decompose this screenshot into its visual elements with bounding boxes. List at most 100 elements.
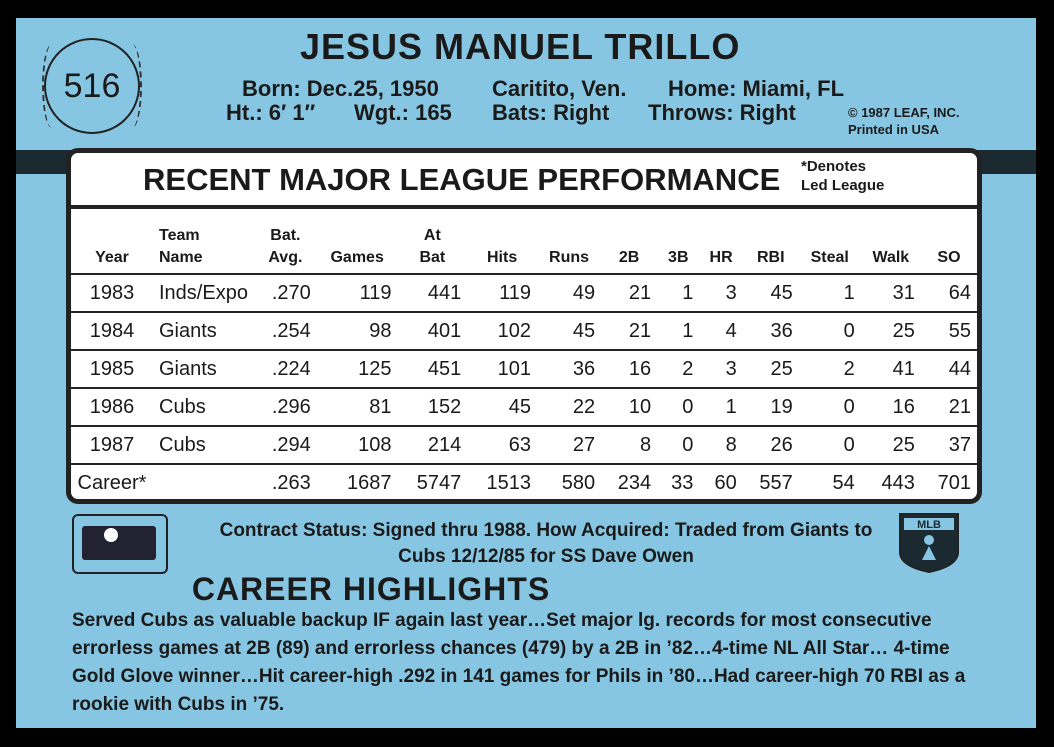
weight: Wgt.: 165 <box>354 100 452 125</box>
stats-cell: 119 <box>467 274 537 313</box>
note-line-2: Led League <box>801 177 885 194</box>
stats-cell: 49 <box>536 274 602 313</box>
stats-row: 1987 Cubs .294 108 214 63 27 8 0 8 26 0 25 37 <box>71 426 977 465</box>
stats-cell: 36 <box>742 312 799 351</box>
stats-cell: 108 <box>316 426 398 465</box>
stats-cell: 401 <box>397 312 468 351</box>
stats-cell: 16 <box>860 388 921 427</box>
header-cell: 2B <box>601 209 658 275</box>
header-cell: Hits <box>467 209 537 275</box>
header-cell-line: Runs <box>549 249 590 266</box>
stats-cell: 5747 <box>416 471 462 494</box>
stats-cell: 3 <box>699 350 743 389</box>
header-cell-line: 2B <box>618 249 640 266</box>
header-cell: Steal <box>798 209 861 275</box>
header-cell-line: Name <box>159 249 203 266</box>
stats-cell: 1 <box>699 388 743 427</box>
header-cell: Walk <box>860 209 921 275</box>
home: Home: Miami, FL <box>668 76 845 101</box>
performance-table-box: RECENT MAJOR LEAGUE PERFORMANCE *Denotes… <box>66 148 982 504</box>
header-cell: RBI <box>742 209 799 275</box>
stats-cell: 451 <box>397 350 468 389</box>
header-cell-line: RBI <box>756 249 785 266</box>
mlbpa-logo-icon: MLB <box>899 513 959 574</box>
stats-cell: .263 <box>271 471 311 494</box>
header-cell-line: Avg. <box>268 249 303 266</box>
stats-cell: 4 <box>699 312 743 351</box>
stats-cell: 25 <box>860 312 921 351</box>
stats-row: 1986 Cubs .296 81 152 45 22 10 0 1 19 0 16 21 <box>71 388 977 427</box>
header-cell-line: Bat. <box>270 227 301 244</box>
stats-cell: 98 <box>316 312 398 351</box>
stats-cell: 443 <box>881 471 915 494</box>
printed-line: Printed in USA <box>848 122 940 137</box>
stats-cell: 45 <box>742 274 799 313</box>
stats-cell: 557 <box>759 471 793 494</box>
height: Ht.: 6′ 1″ <box>226 100 316 125</box>
stats-cell: 1 <box>657 312 700 351</box>
stats-row: 1985 Giants .224 125 451 101 36 16 2 3 25 2 41 44 <box>71 350 977 389</box>
header-cell: Games <box>316 209 398 275</box>
stats-cell: 41 <box>860 350 921 389</box>
baseball-seam-left <box>42 44 62 128</box>
stats-cell: 36 <box>536 350 602 389</box>
stats-cell: 26 <box>742 426 799 465</box>
stats-cell: 44 <box>920 350 977 389</box>
stats-row: 1983 Inds/Expo .270 119 441 119 49 21 1 3 45 1 31 64 <box>71 274 977 313</box>
stats-cell: Inds/Expo <box>153 274 254 313</box>
stats-cell: 580 <box>561 471 596 494</box>
player-name: JESUS MANUEL TRILLO <box>300 26 741 67</box>
stats-cell: .270 <box>253 274 317 313</box>
stats-cell: 152 <box>397 388 468 427</box>
stats-cell: 441 <box>397 274 468 313</box>
stats-cell: 25 <box>742 350 799 389</box>
stats-cell: Cubs <box>153 388 254 427</box>
mlb-logo-figure <box>104 528 118 542</box>
header-cell: SO <box>920 209 977 275</box>
stats-cell <box>153 464 254 499</box>
stats-cell: 25 <box>860 426 921 465</box>
stats-cell: 234 <box>617 471 652 494</box>
birthplace: Caritito, Ven. <box>492 76 627 101</box>
stats-cell: 214 <box>397 426 468 465</box>
mlbpa-logo-text: MLB <box>917 519 941 531</box>
stats-cell: 0 <box>798 388 861 427</box>
header-cell-line: At <box>423 227 441 244</box>
stats-cell: 0 <box>798 426 861 465</box>
stats-cell: 54 <box>832 471 855 494</box>
header-cell-line: Steal <box>810 249 849 266</box>
header-cell-line: 3B <box>668 249 689 266</box>
stats-cell: 102 <box>467 312 537 351</box>
stats-cell: 1987 <box>71 426 153 465</box>
stats-cell: Giants <box>153 312 254 351</box>
bats: Bats: Right <box>492 100 610 125</box>
mlb-logo-icon <box>72 514 168 574</box>
stats-cell: 125 <box>316 350 398 389</box>
header-cell: Team Name <box>153 209 254 275</box>
career-highlights-label: CAREER HIGHLIGHTS <box>191 571 551 607</box>
stats-row: 1984 Giants .254 98 401 102 45 21 1 4 36 0 25 55 <box>71 312 977 351</box>
stats-row: Career* .263 1687 5747 1513 580 234 33 60 557 54 44… <box>71 464 977 499</box>
contract-line-2: Cubs 12/12/85 for SS Dave Owen <box>398 546 694 567</box>
stats-cell: 60 <box>714 471 737 494</box>
header-cell-line: Year <box>95 249 129 266</box>
header-cell: Runs <box>536 209 602 275</box>
stats-cell: 21 <box>601 274 658 313</box>
stats-cell: 16 <box>601 350 658 389</box>
baseball-seam-right <box>122 44 142 128</box>
stats-cell: 81 <box>316 388 398 427</box>
stats-cell: 119 <box>316 274 398 313</box>
stats-body: 1983 Inds/Expo .270 119 441 119 49 21 1 3 45 1 31 64 1… <box>71 274 977 499</box>
stats-cell: 1 <box>798 274 861 313</box>
card-number: 516 <box>63 67 121 105</box>
header-cell-line: SO <box>937 249 961 266</box>
stats-cell: 22 <box>536 388 602 427</box>
header-cell-line: Bat <box>419 249 446 266</box>
stats-cell: 63 <box>467 426 537 465</box>
stats-cell: 37 <box>920 426 977 465</box>
header-cell-line: Walk <box>872 249 910 266</box>
stats-cell: Career* <box>77 471 147 494</box>
mlb-logo-field <box>82 526 156 560</box>
note-line-1: *Denotes <box>801 158 867 175</box>
stats-cell: 64 <box>920 274 977 313</box>
